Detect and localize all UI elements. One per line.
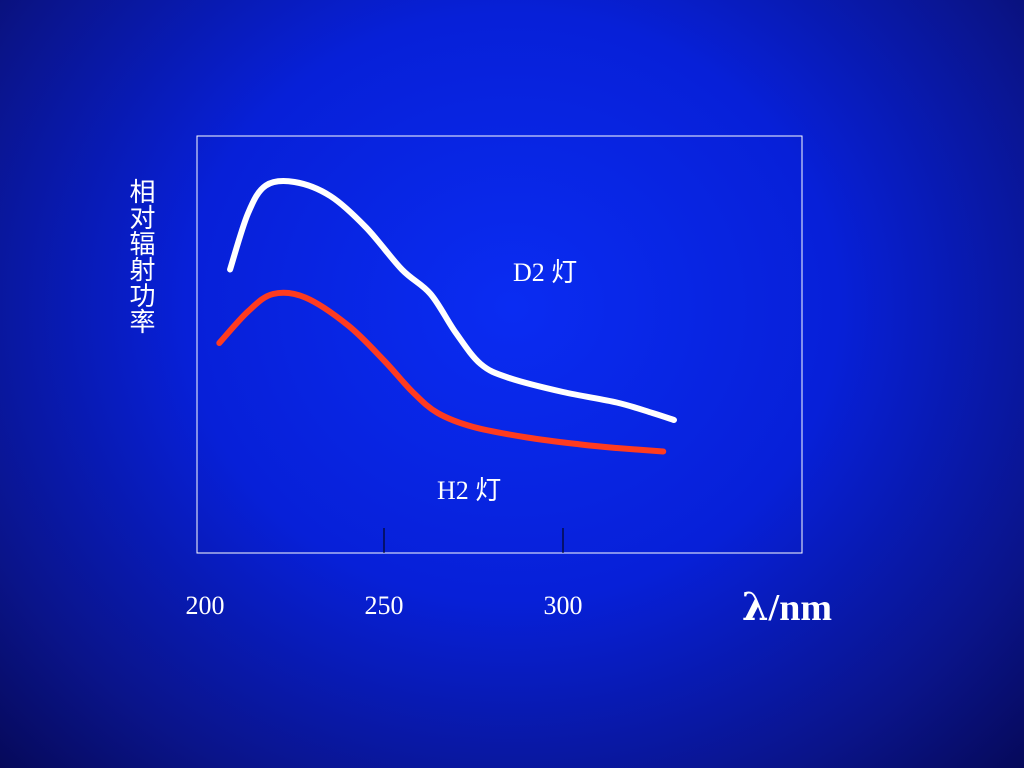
x-tick-label-200: 200 (186, 591, 225, 620)
y-axis-label: 相对辐射功率 (125, 178, 155, 334)
x-tick-label-300: 300 (544, 591, 583, 620)
plot-area-frame (196, 135, 803, 554)
x-axis-label-unit: /nm (768, 587, 832, 629)
x-axis-label-symbol: λ (742, 584, 769, 629)
x-axis-label: λ/nm (742, 584, 832, 629)
series-label-d2: D2 灯 (513, 258, 577, 287)
series-line-d2 (227, 177, 677, 423)
x-tick-label-250: 250 (365, 591, 404, 620)
x-axis-tick-labels: 200 250 300 (186, 591, 583, 620)
series-lines (216, 177, 677, 455)
series-line-h2 (216, 289, 667, 455)
series-label-h2: H2 灯 (437, 476, 501, 505)
x-axis-tick-marks (383, 528, 564, 553)
